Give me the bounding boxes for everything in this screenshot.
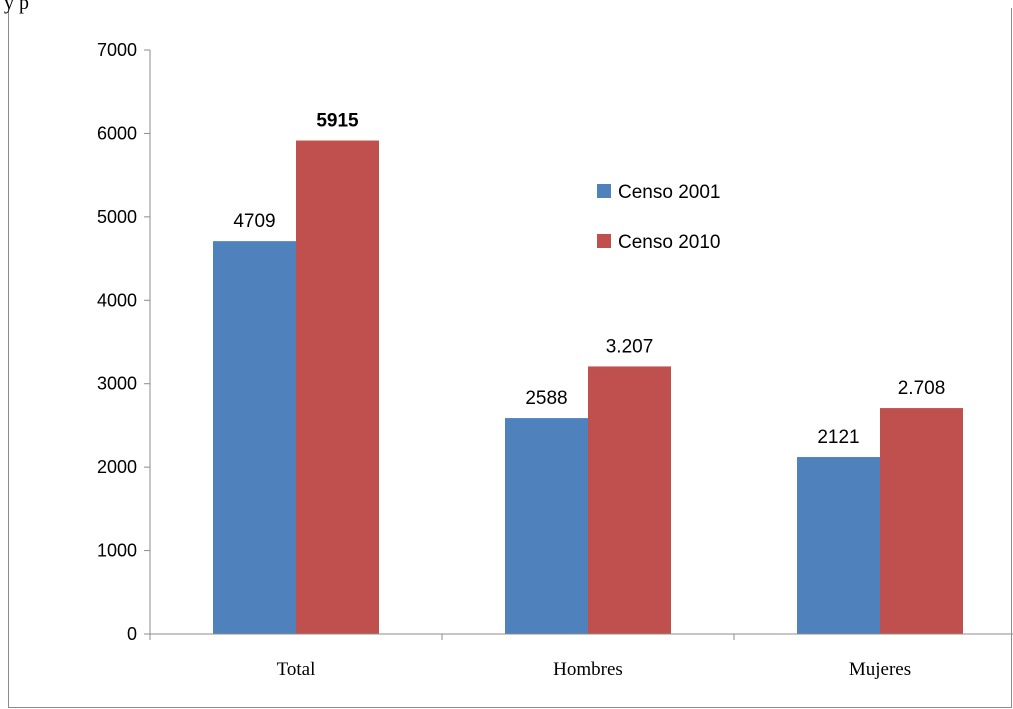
chart-frame — [8, 8, 1012, 708]
y-tick-label: 7000 — [97, 40, 137, 60]
legend: Censo 2001 Censo 2010 — [597, 182, 720, 253]
legend-label: Censo 2010 — [618, 232, 720, 253]
data-label: 3.207 — [606, 336, 654, 357]
bar — [797, 457, 880, 634]
bars-group — [213, 140, 963, 634]
data-label: 4709 — [233, 211, 275, 232]
axes-group — [144, 49, 1013, 640]
y-tick-label: 4000 — [97, 290, 137, 310]
legend-label: Censo 2001 — [618, 182, 720, 203]
cropped-heading-text: y p — [4, 0, 29, 14]
y-tick-label: 3000 — [97, 374, 137, 394]
y-tick-label: 2000 — [97, 457, 137, 477]
legend-swatch — [597, 184, 611, 198]
category-label: Mujeres — [849, 659, 911, 680]
data-label: 5915 — [316, 111, 359, 132]
data-label: 2588 — [525, 388, 567, 409]
y-tick-label: 0 — [127, 624, 137, 644]
labels-group: 0 1000 2000 3000 4000 5000 6000 7000 4709 5915 Tot… — [97, 40, 945, 680]
category-label: Hombres — [553, 659, 623, 680]
bar — [880, 408, 963, 634]
category-label: Total — [277, 659, 316, 680]
bar — [588, 366, 671, 634]
bar — [505, 418, 588, 634]
y-tick-label: 5000 — [97, 207, 137, 227]
data-label: 2121 — [817, 427, 859, 448]
bar — [213, 241, 296, 634]
y-tick-label: 6000 — [97, 123, 137, 143]
bar — [296, 140, 379, 634]
legend-swatch — [597, 234, 611, 248]
y-tick-label: 1000 — [97, 541, 137, 561]
data-label: 2.708 — [898, 378, 946, 399]
